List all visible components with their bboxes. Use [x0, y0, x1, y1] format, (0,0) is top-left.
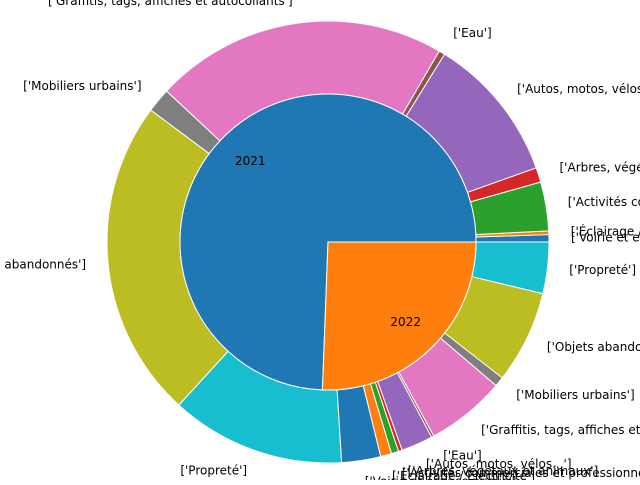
outer-slice-label: ['Mobiliers urbains'] — [23, 79, 141, 93]
outer-slice-label: ['Mobiliers urbains'] — [516, 388, 634, 402]
outer-slice-label: ['Activités commerciales et professionne… — [568, 195, 640, 209]
outer-slice-label: ['Graffitis, tags, affiches et autocolla… — [48, 0, 293, 8]
inner-slice-label: 2022 — [390, 315, 421, 329]
inner-ring — [180, 94, 476, 390]
outer-slice-label: ['Graffitis, tags, affiches et autocolla… — [481, 423, 640, 437]
outer-slice-label: ['Objets abandonnés'] — [547, 340, 640, 354]
outer-slice-label: ['Arbres, végétaux et animaux'] — [560, 161, 640, 175]
outer-slice-label: ['Autos, motos, vélos...'] — [517, 82, 640, 96]
outer-slice-label: ['Objets abandonnés'] — [0, 258, 86, 272]
outer-slice-label: ['Eau'] — [453, 26, 492, 40]
outer-slice-label: ['Propreté'] — [180, 464, 247, 478]
outer-slice-label: ['Propreté'] — [569, 263, 636, 277]
inner-slice-label: 2021 — [235, 154, 266, 168]
outer-slice-label: ['Eau'] — [443, 449, 482, 463]
outer-slice-label: ['Éclairage / Électricité'] — [571, 223, 640, 238]
